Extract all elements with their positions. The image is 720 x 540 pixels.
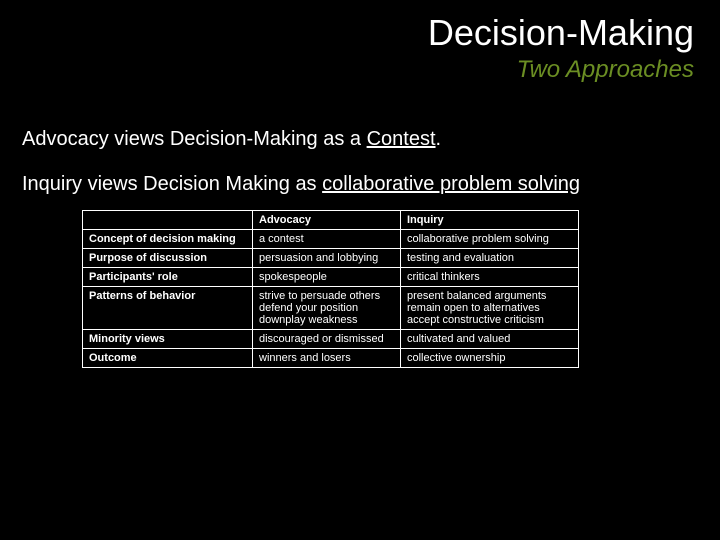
cell-advocacy: spokespeople xyxy=(253,268,401,287)
cell-inquiry: collaborative problem solving xyxy=(401,230,579,249)
slide-title: Decision-Making xyxy=(18,12,694,54)
body-line-1: Advocacy views Decision-Making as a Cont… xyxy=(22,128,702,151)
row-attribute: Concept of decision making xyxy=(83,230,253,249)
body-line-2: Inquiry views Decision Making as collabo… xyxy=(22,173,702,196)
cell-inquiry: collective ownership xyxy=(401,349,579,368)
table-row: Participants' rolespokespeoplecritical t… xyxy=(83,268,579,287)
line2-prefix: Inquiry views Decision Making as xyxy=(22,173,322,195)
row-attribute: Minority views xyxy=(83,330,253,349)
table-row: Concept of decision makinga contestcolla… xyxy=(83,230,579,249)
table-row: Outcomewinners and loserscollective owne… xyxy=(83,349,579,368)
slide-subtitle: Two Approaches xyxy=(18,56,694,84)
row-attribute: Outcome xyxy=(83,349,253,368)
comparison-table: Advocacy Inquiry Concept of decision mak… xyxy=(82,210,579,368)
slide: Decision-Making Two Approaches Advocacy … xyxy=(0,0,720,540)
row-attribute: Patterns of behavior xyxy=(83,287,253,330)
cell-inquiry: critical thinkers xyxy=(401,268,579,287)
cell-advocacy: strive to persuade othersdefend your pos… xyxy=(253,287,401,330)
line1-suffix: . xyxy=(436,128,442,150)
table-row: Minority viewsdiscouraged or dismissedcu… xyxy=(83,330,579,349)
cell-advocacy: persuasion and lobbying xyxy=(253,249,401,268)
table-row: Patterns of behaviorstrive to persuade o… xyxy=(83,287,579,330)
cell-advocacy: discouraged or dismissed xyxy=(253,330,401,349)
line1-prefix: Advocacy views Decision-Making as a xyxy=(22,128,367,150)
row-attribute: Participants' role xyxy=(83,268,253,287)
header-inquiry: Inquiry xyxy=(401,211,579,230)
row-attribute: Purpose of discussion xyxy=(83,249,253,268)
cell-advocacy: winners and losers xyxy=(253,349,401,368)
cell-inquiry: cultivated and valued xyxy=(401,330,579,349)
table-row: Purpose of discussionpersuasion and lobb… xyxy=(83,249,579,268)
table-body: Concept of decision makinga contestcolla… xyxy=(83,230,579,368)
line2-underlined: collaborative problem solving xyxy=(322,173,580,195)
header-advocacy: Advocacy xyxy=(253,211,401,230)
cell-advocacy: a contest xyxy=(253,230,401,249)
cell-inquiry: testing and evaluation xyxy=(401,249,579,268)
comparison-table-wrap: Advocacy Inquiry Concept of decision mak… xyxy=(82,210,702,368)
line1-underlined: Contest xyxy=(367,128,436,150)
header-blank xyxy=(83,211,253,230)
table-header-row: Advocacy Inquiry xyxy=(83,211,579,230)
cell-inquiry: present balanced argumentsremain open to… xyxy=(401,287,579,330)
